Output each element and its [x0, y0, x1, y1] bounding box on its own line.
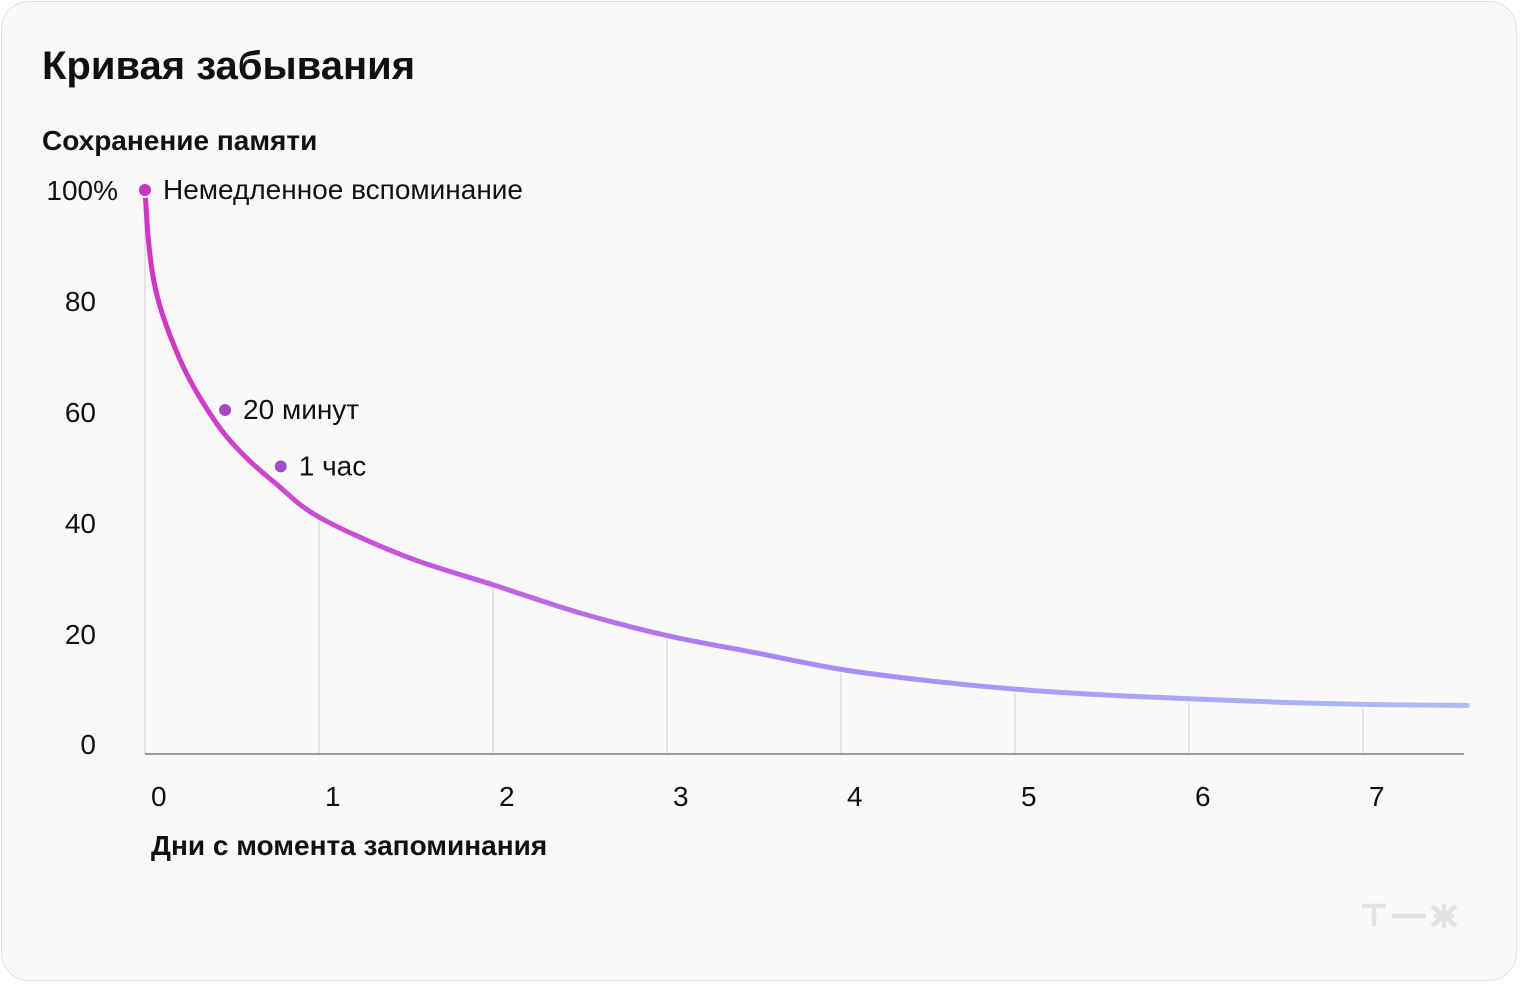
annotation-label-2: 1 час	[299, 450, 367, 481]
annotation-label-1: 20 минут	[243, 394, 359, 425]
x-tick-label-5: 5	[1021, 781, 1037, 812]
x-tick-label-1: 1	[325, 781, 341, 812]
y-tick-label-80: 80	[65, 286, 96, 317]
annotation-marker-0	[137, 182, 153, 198]
y-tick-label-60: 60	[65, 397, 96, 428]
chart-title: Кривая забывания	[42, 44, 416, 88]
x-tick-label-0: 0	[151, 781, 167, 812]
annotation-label-0: Немедленное вспоминание	[163, 174, 523, 205]
annotations: Немедленное вспоминание 20 минут 1 час	[137, 174, 523, 481]
y-axis-label: Сохранение памяти	[42, 125, 317, 156]
x-tick-label-2: 2	[499, 781, 515, 812]
x-tick-label-7: 7	[1369, 781, 1385, 812]
series-line-retention	[142, 187, 1470, 708]
x-tick-label-3: 3	[673, 781, 689, 812]
grid-layer	[144, 190, 1364, 754]
y-tick-label-40: 40	[65, 508, 96, 539]
y-tick-label-20: 20	[65, 619, 96, 650]
y-tick-labels: 0 20 40 60 80 100%	[46, 175, 118, 760]
x-axis-label: Дни с момента запоминания	[151, 830, 547, 861]
annotation-marker-2	[272, 458, 289, 475]
y-tick-label-0: 0	[80, 729, 96, 760]
x-tick-label-6: 6	[1195, 781, 1211, 812]
annotation-marker-1	[217, 401, 234, 418]
y-tick-label-100: 100%	[46, 175, 118, 206]
x-tick-labels: 0 1 2 3 4 5 6 7	[151, 781, 1385, 812]
tj-logo-icon	[1362, 903, 1458, 928]
x-tick-label-4: 4	[847, 781, 863, 812]
